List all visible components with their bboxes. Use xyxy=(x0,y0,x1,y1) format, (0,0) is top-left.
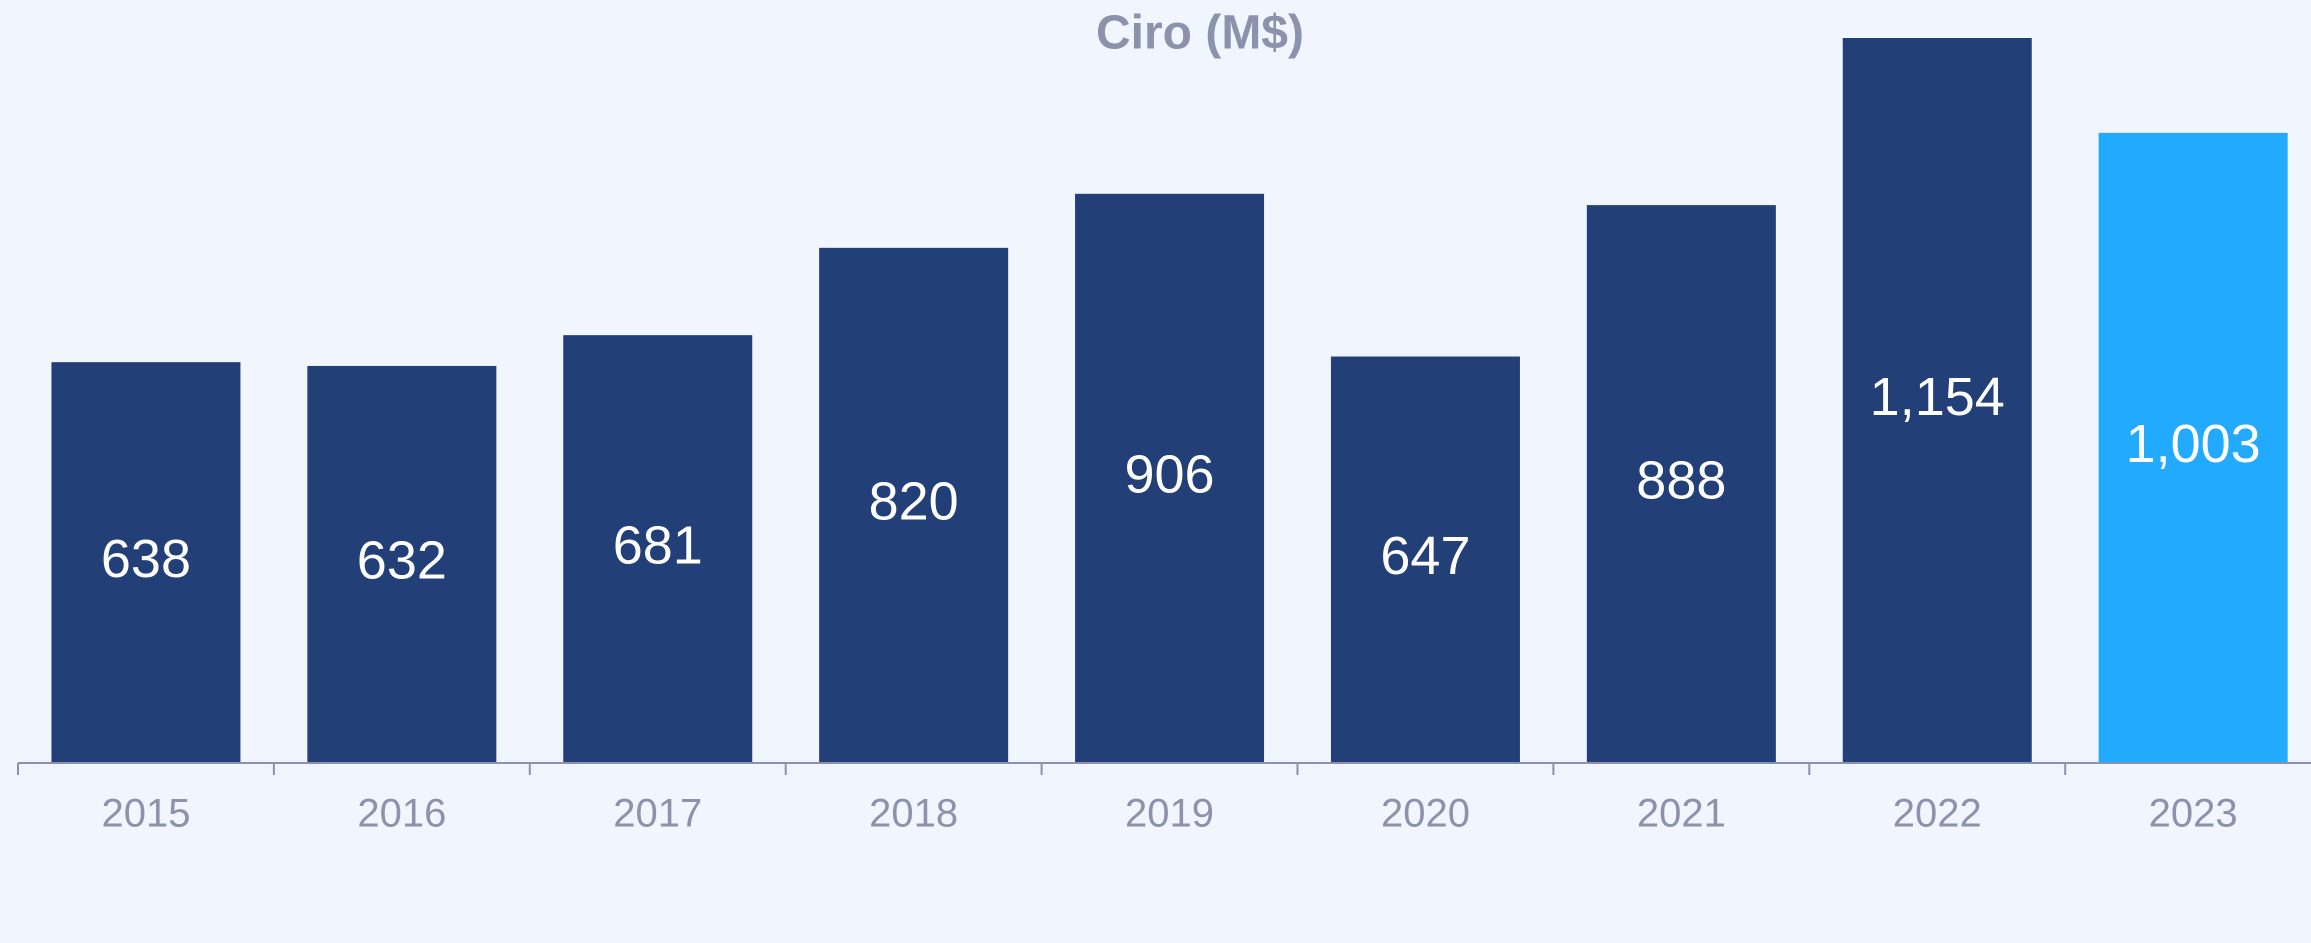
bar xyxy=(1842,38,2032,763)
bar xyxy=(2098,132,2288,764)
value-label: 888 xyxy=(1636,450,1726,510)
bar xyxy=(1075,193,1265,763)
x-tick-label: 2021 xyxy=(1637,792,1726,836)
chart-title: Ciro (M$) xyxy=(1096,7,1304,60)
bar xyxy=(1330,356,1520,763)
value-label: 1,003 xyxy=(2126,414,2261,474)
x-tick-label: 2020 xyxy=(1381,792,1470,836)
x-tick-label: 2019 xyxy=(1125,792,1214,836)
value-label: 647 xyxy=(1380,526,1470,586)
value-label: 638 xyxy=(101,529,191,589)
x-tick-label: 2018 xyxy=(869,792,958,836)
x-tick-label: 2015 xyxy=(101,792,190,836)
x-tick-label: 2017 xyxy=(613,792,702,836)
x-tick-label: 2023 xyxy=(2149,792,2238,836)
bar xyxy=(307,365,497,763)
x-tick-label: 2016 xyxy=(357,792,446,836)
bar xyxy=(563,335,753,763)
value-label: 681 xyxy=(613,515,703,575)
bar xyxy=(819,247,1009,764)
x-tick-label: 2022 xyxy=(1893,792,1982,836)
value-label: 632 xyxy=(357,531,447,591)
bar xyxy=(1586,205,1776,763)
value-label: 906 xyxy=(1124,445,1214,505)
value-label: 1,154 xyxy=(1870,367,2005,427)
value-label: 820 xyxy=(869,472,959,532)
bar xyxy=(51,362,241,763)
